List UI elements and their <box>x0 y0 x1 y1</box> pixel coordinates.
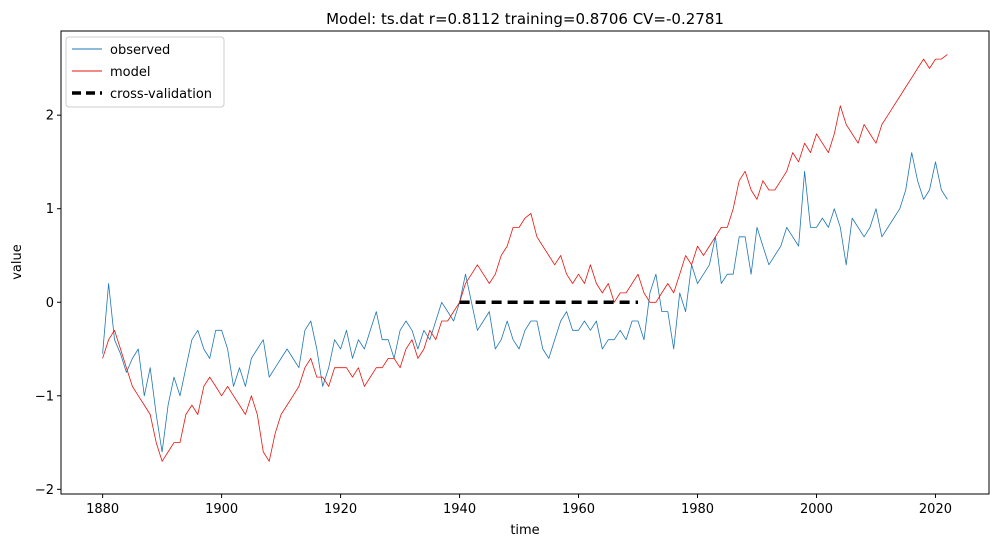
x-tick-label: 2020 <box>919 502 952 517</box>
legend-label-observed: observed <box>110 43 170 58</box>
series-layer <box>102 54 948 462</box>
series-line-observed <box>102 152 948 453</box>
y-axis: −2 −1 0 1 2 <box>35 109 61 498</box>
y-tick-label: 1 <box>46 202 54 217</box>
x-tick-label: 1940 <box>443 502 476 517</box>
plot-area <box>60 30 990 495</box>
x-axis-label: time <box>510 523 539 538</box>
legend-box <box>65 36 225 108</box>
plot-background <box>61 31 989 494</box>
x-tick-label: 1980 <box>681 502 714 517</box>
y-axis-label: value <box>10 244 25 280</box>
legend: observed model cross-validation <box>65 36 225 108</box>
axes-frame <box>60 30 990 495</box>
chart-title: Model: ts.dat r=0.8112 training=0.8706 C… <box>326 10 724 28</box>
y-tick-label: 0 <box>46 296 54 311</box>
legend-label-model: model <box>110 65 150 80</box>
legend-label-cross-validation: cross-validation <box>110 87 212 102</box>
x-tick-label: 1960 <box>562 502 595 517</box>
y-tick-label: −1 <box>35 389 54 404</box>
x-tick-label: 1880 <box>86 502 119 517</box>
series-line-model <box>102 54 948 462</box>
y-tick-label: 2 <box>46 109 54 124</box>
x-axis: 1880 1900 1920 1940 1960 1980 2000 2020 <box>86 494 952 517</box>
x-tick-label: 2000 <box>800 502 833 517</box>
x-tick-label: 1900 <box>205 502 238 517</box>
y-tick-label: −2 <box>35 483 54 498</box>
x-tick-label: 1920 <box>324 502 357 517</box>
